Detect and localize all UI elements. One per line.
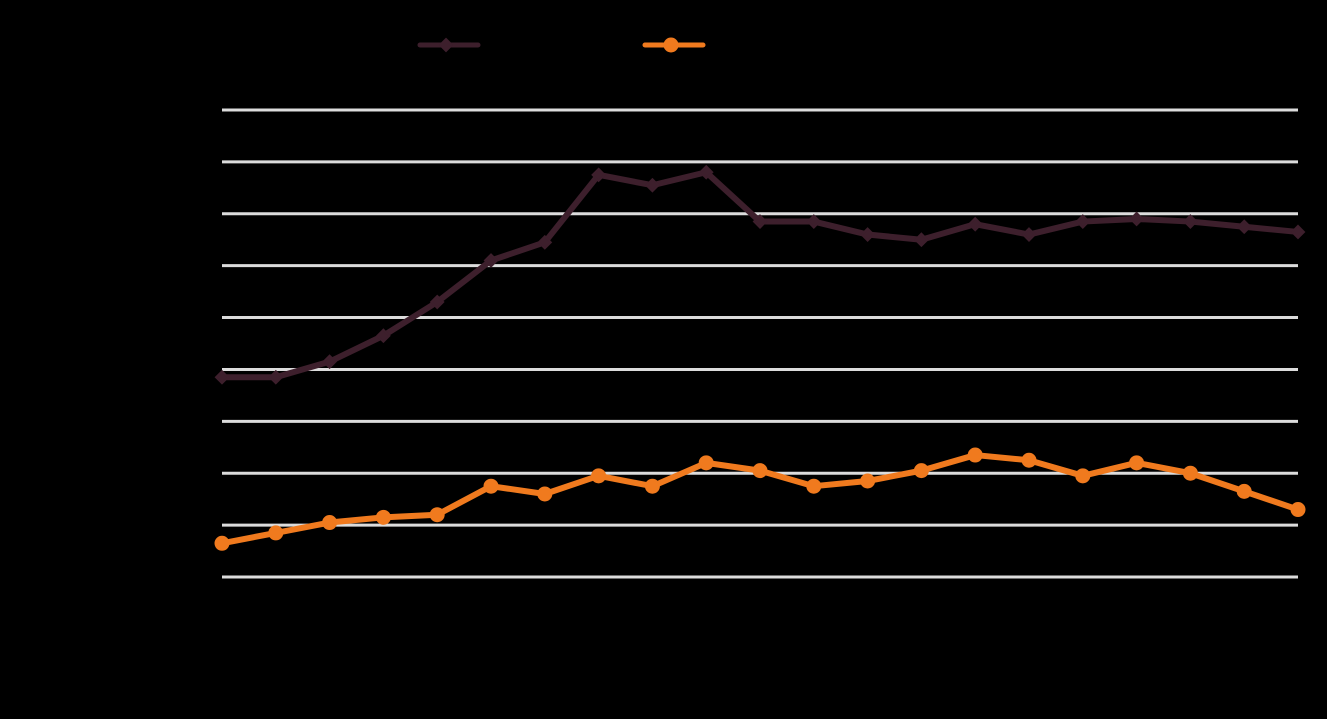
- series-layer: [214, 164, 1306, 551]
- series-1-point-13: [860, 227, 876, 242]
- series-1-point-2: [268, 369, 284, 385]
- series-2-point-15: [967, 447, 983, 463]
- legend-item-1: [417, 37, 481, 53]
- series-2-point-12: [806, 478, 822, 494]
- series-2-point-16: [1021, 452, 1037, 468]
- series-2-point-5: [429, 507, 445, 523]
- series-1-line: [219, 169, 1301, 381]
- series-2-point-6: [483, 478, 499, 494]
- series-2-point-2: [268, 525, 284, 541]
- series-2-point-4: [375, 509, 391, 525]
- series-2-point-10: [698, 455, 714, 471]
- series-1-point-16: [1021, 227, 1037, 242]
- series-2-point-11: [752, 463, 768, 479]
- series-2-point-9: [644, 478, 660, 494]
- series-1-point-1: [214, 369, 230, 385]
- series-1: [214, 164, 1306, 385]
- series-1-point-10: [698, 164, 714, 180]
- legend-swatch-marker-1: [438, 37, 454, 53]
- series-1-point-19: [1182, 214, 1198, 229]
- series-1-point-17: [1075, 214, 1091, 229]
- series-1-point-14: [913, 232, 929, 248]
- series-2-point-17: [1075, 468, 1091, 484]
- legend: [417, 37, 706, 53]
- series-2-point-1: [214, 535, 230, 551]
- series-2: [214, 447, 1306, 551]
- series-2-point-7: [537, 486, 553, 502]
- gridlines: [222, 108, 1298, 579]
- series-1-point-9: [644, 177, 660, 193]
- legend-swatch-marker-2: [663, 37, 679, 53]
- series-1-point-7: [537, 234, 553, 250]
- series-1-point-12: [806, 214, 822, 229]
- series-2-point-20: [1236, 483, 1252, 499]
- series-2-point-19: [1182, 465, 1198, 481]
- series-1-point-18: [1129, 211, 1145, 227]
- series-1-point-6: [483, 253, 499, 268]
- legend-item-2: [642, 37, 706, 53]
- series-1-point-15: [967, 216, 983, 232]
- series-1-point-5: [429, 294, 445, 310]
- series-2-point-13: [860, 473, 876, 489]
- series-1-point-20: [1236, 219, 1252, 235]
- series-2-point-14: [913, 463, 929, 479]
- series-1-point-4: [375, 328, 391, 344]
- series-1-point-8: [591, 167, 607, 183]
- series-1-point-3: [322, 354, 338, 370]
- series-2-point-8: [591, 468, 607, 484]
- series-1-point-11: [752, 214, 768, 229]
- series-1-point-21: [1290, 224, 1306, 240]
- series-2-point-21: [1290, 502, 1306, 518]
- series-2-point-18: [1129, 455, 1145, 471]
- series-2-point-3: [322, 515, 338, 531]
